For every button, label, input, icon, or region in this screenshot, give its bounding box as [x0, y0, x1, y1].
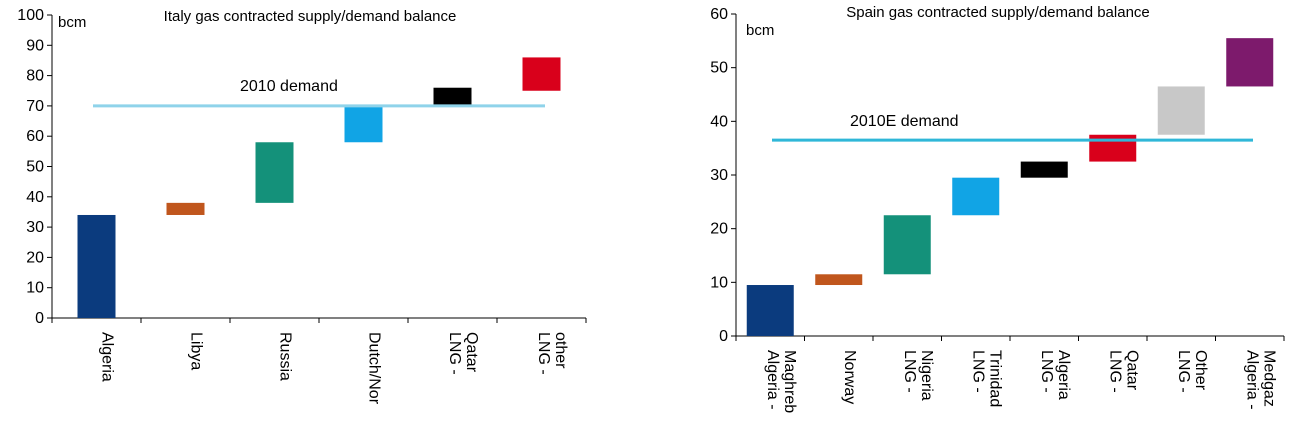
y-tick-label: 60 — [710, 6, 728, 23]
x-category-label: Libya — [188, 332, 205, 370]
bar — [433, 87, 472, 106]
y-tick-label: 50 — [26, 159, 44, 176]
y-tick-label: 50 — [710, 60, 728, 77]
bar — [1020, 161, 1068, 178]
y-tick-label: 30 — [710, 167, 728, 184]
x-category-label: LNG -Trinidad — [969, 350, 1003, 407]
y-tick-label: 10 — [710, 274, 728, 291]
y-tick-label: 40 — [710, 113, 728, 130]
chart-title: Spain gas contracted supply/demand balan… — [846, 4, 1150, 21]
bar — [1157, 86, 1205, 135]
y-tick-label: 20 — [26, 249, 44, 266]
y-tick-label: 90 — [26, 37, 44, 54]
x-category-label: LNG -Nigeria — [901, 350, 935, 401]
y-tick-label: 100 — [17, 7, 44, 24]
y-tick-label: 20 — [710, 221, 728, 238]
bar — [344, 105, 383, 143]
x-category-label: LNG -Qatar — [446, 332, 480, 375]
y-tick-label: 0 — [35, 310, 44, 327]
bar — [255, 142, 294, 203]
demand-label: 2010E demand — [850, 113, 959, 130]
x-category-label: Russia — [277, 332, 294, 381]
x-category-label: LNG -Algeria — [1038, 350, 1072, 400]
spain-chart: Spain gas contracted supply/demand balan… — [710, 4, 1285, 413]
bar — [1226, 38, 1274, 87]
bar — [883, 215, 931, 275]
x-category-label: LNG -Qatar — [1106, 350, 1140, 393]
bar — [952, 177, 1000, 216]
y-tick-label: 60 — [26, 128, 44, 145]
y-tick-label: 10 — [26, 280, 44, 297]
x-category-label: Dutch/Nor — [366, 332, 383, 405]
bar — [166, 202, 205, 215]
demand-label: 2010 demand — [240, 78, 338, 95]
y-tick-label: 80 — [26, 68, 44, 85]
x-category-label: LNG -other — [535, 332, 569, 375]
y-tick-label: 40 — [26, 189, 44, 206]
x-category-label: Algeria -Medgaz — [1243, 350, 1277, 410]
bar — [77, 214, 116, 318]
bar — [522, 57, 561, 91]
x-category-label: Algeria — [99, 332, 116, 382]
chart-title: Italy gas contracted supply/demand balan… — [164, 8, 457, 25]
x-category-label: Norway — [841, 350, 858, 404]
y-unit-label: bcm — [58, 14, 86, 31]
italy-chart: Italy gas contracted supply/demand balan… — [17, 7, 587, 405]
y-unit-label: bcm — [746, 22, 774, 39]
x-category-label: Algeria -Maghreb — [764, 350, 798, 413]
bar — [815, 274, 863, 286]
y-tick-label: 0 — [719, 328, 728, 345]
y-tick-label: 70 — [26, 98, 44, 115]
x-category-label: LNG -Other — [1175, 350, 1209, 393]
y-tick-label: 30 — [26, 219, 44, 236]
bar — [746, 285, 794, 336]
